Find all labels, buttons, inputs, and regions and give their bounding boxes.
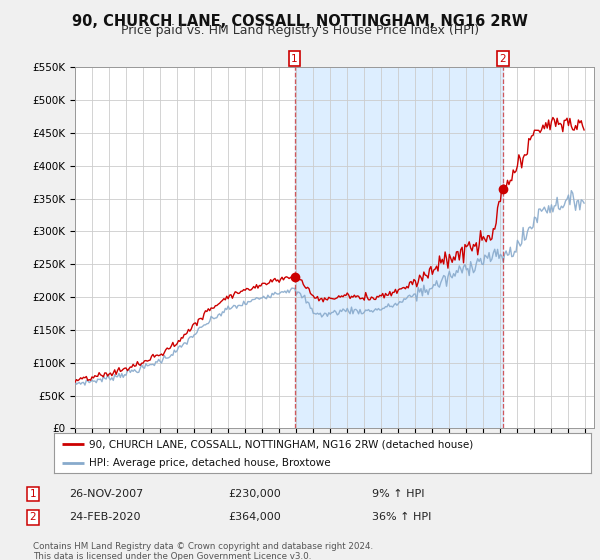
Text: 90, CHURCH LANE, COSSALL, NOTTINGHAM, NG16 2RW: 90, CHURCH LANE, COSSALL, NOTTINGHAM, NG… (72, 14, 528, 29)
Text: 24-FEB-2020: 24-FEB-2020 (69, 512, 140, 522)
Text: 2: 2 (500, 54, 506, 64)
Text: £230,000: £230,000 (228, 489, 281, 499)
Text: 1: 1 (29, 489, 37, 499)
Text: 26-NOV-2007: 26-NOV-2007 (69, 489, 143, 499)
Text: Contains HM Land Registry data © Crown copyright and database right 2024.
This d: Contains HM Land Registry data © Crown c… (33, 542, 373, 560)
Text: 9% ↑ HPI: 9% ↑ HPI (372, 489, 425, 499)
Text: 90, CHURCH LANE, COSSALL, NOTTINGHAM, NG16 2RW (detached house): 90, CHURCH LANE, COSSALL, NOTTINGHAM, NG… (89, 439, 473, 449)
Text: HPI: Average price, detached house, Broxtowe: HPI: Average price, detached house, Brox… (89, 458, 331, 468)
Text: Price paid vs. HM Land Registry's House Price Index (HPI): Price paid vs. HM Land Registry's House … (121, 24, 479, 37)
Text: £364,000: £364,000 (228, 512, 281, 522)
Text: 36% ↑ HPI: 36% ↑ HPI (372, 512, 431, 522)
Bar (295, 67, 503, 428)
Text: 2: 2 (29, 512, 37, 522)
Text: 1: 1 (291, 54, 298, 64)
